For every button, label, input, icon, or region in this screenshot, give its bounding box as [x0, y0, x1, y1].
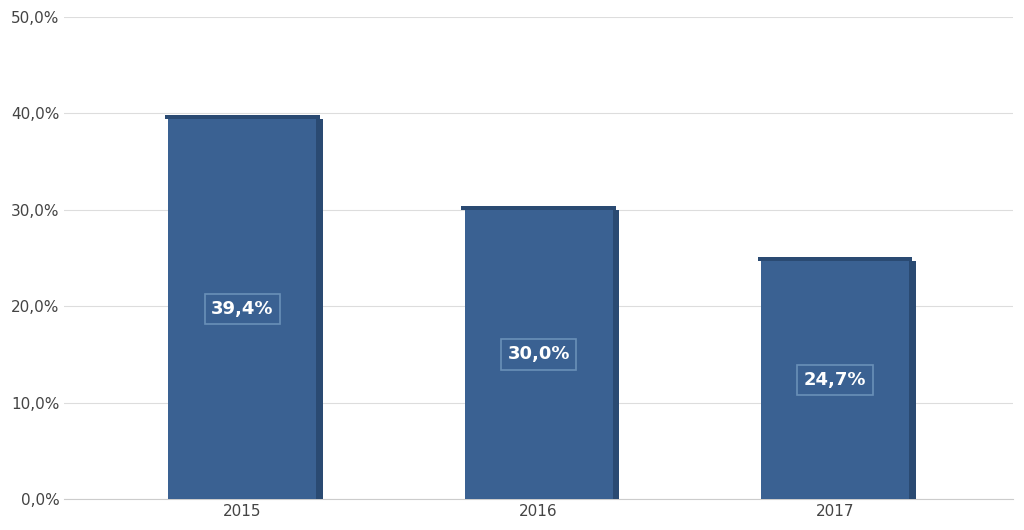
- Bar: [761, 261, 909, 499]
- Text: 39,4%: 39,4%: [211, 300, 273, 318]
- Bar: [909, 261, 915, 499]
- Bar: [316, 119, 323, 499]
- Text: 24,7%: 24,7%: [804, 371, 866, 389]
- Bar: [168, 119, 316, 499]
- Bar: [462, 206, 616, 210]
- Bar: [758, 257, 912, 261]
- Text: 30,0%: 30,0%: [508, 346, 570, 364]
- Bar: [165, 115, 319, 119]
- Bar: [465, 210, 612, 499]
- Bar: [612, 210, 620, 499]
